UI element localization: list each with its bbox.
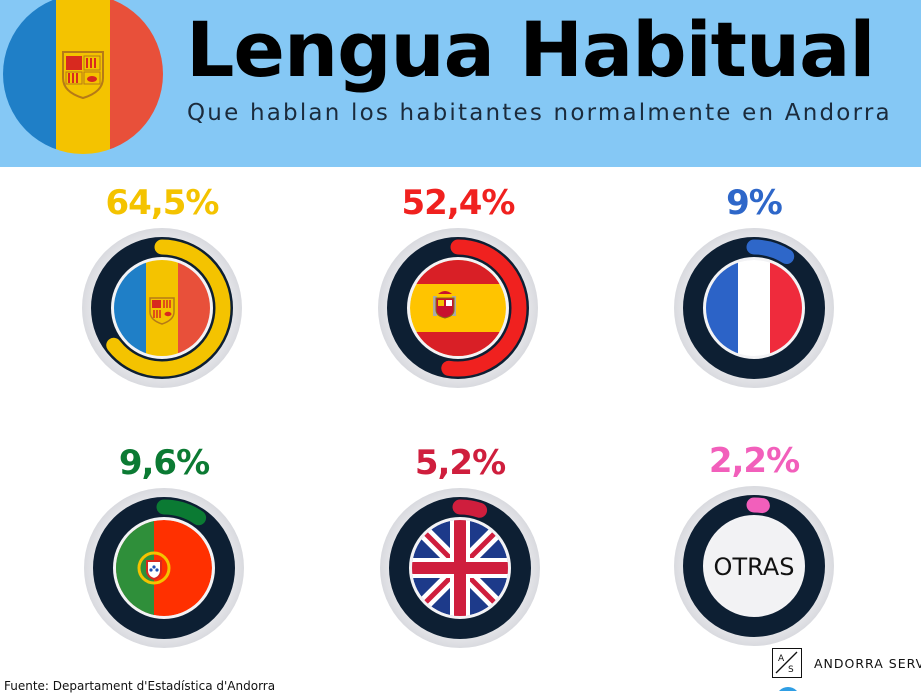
donut-arc-value	[685, 497, 823, 635]
donut-card-portugal: 9,6%	[74, 443, 254, 653]
donut-chart	[82, 228, 242, 388]
percent-label: 2,2%	[708, 441, 800, 481]
percent-label: 5,2%	[414, 443, 506, 483]
donut-card-otras: 2,2% OTRAS	[664, 441, 844, 651]
otras-center-disc	[706, 518, 802, 614]
donut-card-france: 9%	[664, 183, 844, 393]
donut-arc-value	[389, 239, 527, 377]
brand-name: ANDORRA SERVICES	[814, 656, 921, 671]
percent-label: 64,5%	[105, 183, 220, 223]
percent-label: 9%	[726, 183, 783, 223]
brand-logo-icon: A S	[772, 648, 802, 678]
brand-footer: A S ANDORRA SERVICES	[772, 648, 921, 691]
center-label: OTRAS	[714, 553, 795, 581]
donut-card-andorra: 64,5%	[72, 183, 252, 393]
donut-chart	[380, 488, 540, 648]
svg-text:S: S	[788, 665, 794, 675]
donut-card-uk: 5,2%	[370, 443, 550, 653]
donut-chart	[674, 228, 834, 388]
donut-arc-value	[391, 499, 529, 637]
percent-label: 52,4%	[401, 183, 516, 223]
donut-card-spain: 52,4%	[368, 183, 548, 393]
donut-chart	[378, 228, 538, 388]
spain-flag-icon	[410, 260, 506, 356]
donut-chart: OTRAS	[674, 486, 834, 646]
donut-arc-value	[685, 239, 823, 377]
header-banner: Lengua Habitual Que hablan los habitante…	[0, 0, 921, 167]
donut-arc-value	[93, 239, 231, 377]
donut-arc-value	[95, 499, 233, 637]
percent-label: 9,6%	[118, 443, 210, 483]
page-title: Lengua Habitual	[186, 5, 875, 94]
andorra-flag-icon	[3, 0, 163, 154]
source-note: Fuente: Departament d'Estadística d'Ando…	[4, 679, 276, 693]
brand-dot	[776, 687, 800, 691]
svg-text:A: A	[778, 654, 785, 664]
uk-flag-icon	[412, 520, 508, 616]
portugal-flag-icon	[116, 520, 212, 616]
andorra-flag-icon	[114, 260, 210, 356]
page-subtitle: Que hablan los habitantes normalmente en…	[187, 100, 892, 126]
donut-chart	[84, 488, 244, 648]
france-flag-icon	[706, 260, 802, 356]
